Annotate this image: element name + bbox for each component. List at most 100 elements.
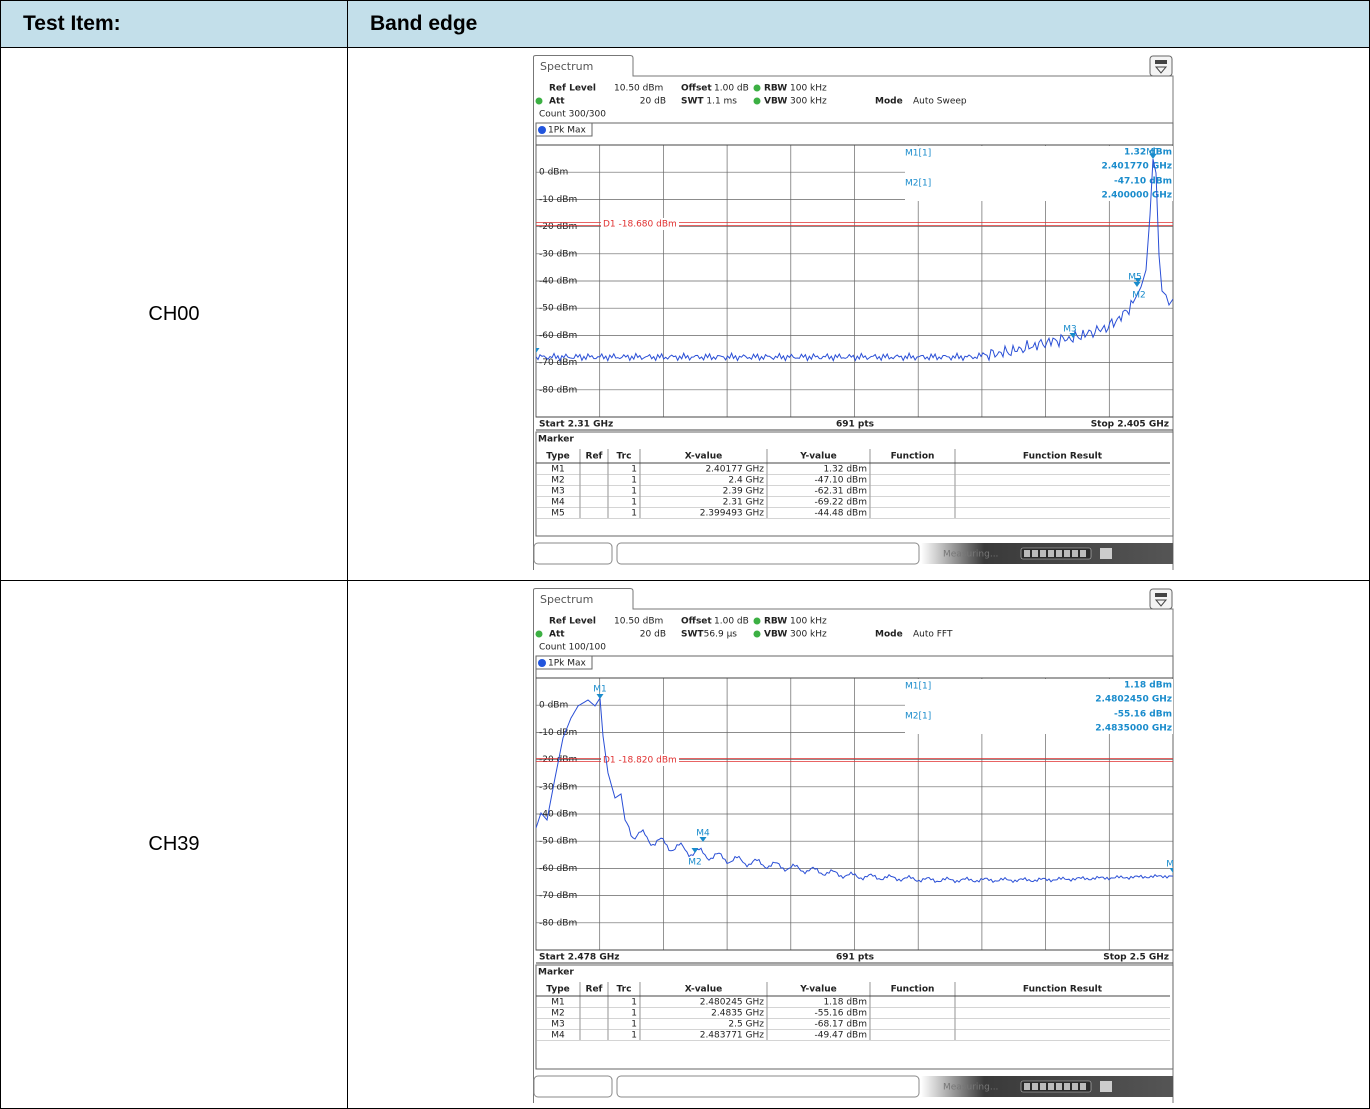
progress-cell	[1040, 1083, 1046, 1090]
marker-cell: 1	[631, 998, 637, 1008]
setting-value: 10.50 dBm	[614, 617, 663, 627]
y-axis-label: -30 dBm	[539, 782, 577, 792]
readout-marker: M2[1]	[905, 179, 931, 189]
marker-cell: 1	[631, 1009, 637, 1019]
y-axis-label: -80 dBm	[539, 385, 577, 395]
marker-title: Marker	[538, 968, 574, 978]
points-label: 691 pts	[836, 420, 874, 430]
trace-dot	[538, 126, 546, 134]
setting-label: Ref Level	[549, 84, 596, 94]
marker-cell: M4	[551, 1031, 565, 1041]
marker-column: Ref	[586, 985, 603, 995]
y-axis-label: -60 dBm	[539, 864, 577, 874]
display-label-bg	[601, 754, 679, 766]
progress-cell	[1024, 1083, 1030, 1090]
tab-label: Spectrum	[540, 593, 593, 606]
status-icon	[1100, 1081, 1112, 1092]
trace-line	[536, 696, 1173, 884]
header-cell: Test Item:	[0, 0, 348, 48]
marker-cell: 2.480245 GHz	[700, 998, 765, 1008]
marker-column: Function Result	[1023, 452, 1103, 462]
frame	[533, 588, 1174, 1103]
readout-marker: M2[1]	[905, 712, 931, 722]
marker-cell: 1	[631, 465, 637, 475]
setting-value: 20 dB	[640, 97, 666, 107]
marker-cell: 2.31 GHz	[723, 498, 765, 508]
marker-triangle	[596, 694, 604, 699]
status-dot	[753, 97, 761, 105]
points-label: 691 pts	[836, 953, 874, 963]
status-box	[616, 542, 920, 565]
marker-cell: 2.39 GHz	[723, 487, 765, 497]
marker-column: Y-value	[799, 985, 836, 995]
marker-cell: 2.5 GHz	[728, 1020, 764, 1030]
setting-label: SWT	[681, 97, 704, 107]
marker-label: M1	[1146, 148, 1160, 158]
setting-label: Att	[549, 97, 565, 107]
setting-value: 56.9 µs	[704, 630, 738, 640]
y-axis-label: -30 dBm	[539, 249, 577, 259]
menu-icon-arrow	[1154, 599, 1168, 607]
marker-cell: M3	[551, 487, 565, 497]
marker-cell: M2	[551, 476, 565, 486]
setting-value: 300 kHz	[790, 630, 827, 640]
setting-value: 1.1 ms	[706, 97, 737, 107]
marker-cell: 1	[631, 509, 637, 519]
display-line-label: D1 -18.680 dBm	[603, 220, 677, 230]
progress-cell	[1048, 1083, 1054, 1090]
marker-cell: 1	[631, 1020, 637, 1030]
marker-cell: -55.16 dBm	[814, 1009, 867, 1019]
header-cell: Band edge	[347, 0, 1370, 48]
marker-cell: M3	[551, 1020, 565, 1030]
y-axis-label: -40 dBm	[539, 277, 577, 287]
setting-label: Offset	[681, 617, 712, 627]
marker-triangle	[536, 348, 540, 353]
setting-label: Mode	[875, 630, 903, 640]
setting-label: Offset	[681, 84, 712, 94]
readout-level: 1.32 dBm	[1124, 148, 1172, 158]
marker-cell: M2	[551, 1009, 565, 1019]
marker-label: M3	[1063, 325, 1077, 335]
status-box	[533, 1075, 613, 1098]
status-box	[533, 542, 613, 565]
marker-cell: 1	[631, 476, 637, 486]
readout-level: -47.10 dBm	[1114, 177, 1172, 187]
y-axis-label: -40 dBm	[539, 810, 577, 820]
marker-label: M2	[688, 858, 702, 868]
item-cell: CH00	[0, 47, 348, 581]
progress-cell	[1032, 1083, 1038, 1090]
display-line-label: D1 -18.820 dBm	[603, 756, 677, 766]
marker-cell: 2.4835 GHz	[711, 1009, 764, 1019]
marker-label: M3	[1166, 860, 1175, 870]
marker-cell: 1	[631, 498, 637, 508]
marker-label: M2	[1132, 291, 1146, 301]
menu-icon-arrow	[1154, 66, 1168, 74]
setting-label: Ref Level	[549, 617, 596, 627]
marker-triangle	[1169, 868, 1173, 873]
progress-cell	[1072, 1083, 1078, 1090]
trace-label: 1Pk Max	[548, 126, 587, 136]
status-dot	[535, 630, 543, 638]
marker-triangle	[1069, 333, 1077, 338]
marker-cell: M1	[551, 465, 565, 475]
plot-layer: M1 M2 M3 M4	[536, 685, 1175, 884]
marker-column: Function	[891, 452, 935, 462]
marker-column: Y-value	[799, 452, 836, 462]
y-axis-label: 0 dBm	[539, 701, 568, 711]
marker-column: Type	[546, 452, 569, 462]
progress-cell	[1032, 550, 1038, 557]
progress-cell	[1072, 550, 1078, 557]
marker-triangle	[699, 837, 707, 842]
marker-cell: 1.18 dBm	[823, 998, 867, 1008]
stop-label: Stop 2.5 GHz	[1103, 953, 1169, 963]
y-axis-label: -70 dBm	[539, 358, 577, 368]
marker-title: Marker	[538, 435, 574, 445]
setting-label: VBW	[764, 630, 787, 640]
marker-cell: 2.483771 GHz	[700, 1031, 765, 1041]
marker-cell: 1.32 dBm	[823, 465, 867, 475]
setting-value: 100 kHz	[790, 84, 827, 94]
progress-cell	[1040, 550, 1046, 557]
marker-cell: 2.4 GHz	[728, 476, 764, 486]
setting-label: RBW	[764, 84, 787, 94]
setting-label: RBW	[764, 617, 787, 627]
